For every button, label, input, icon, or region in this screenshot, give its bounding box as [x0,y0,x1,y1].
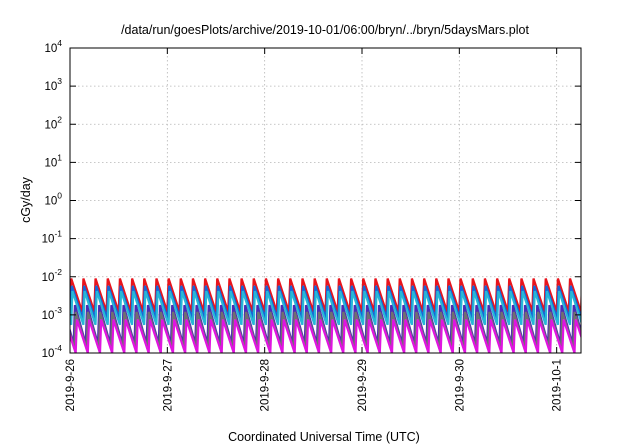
x-tick-label: 2019-9-29 [357,359,369,411]
y-axis: 104 103 102 101 100 10-1 10-2 10-3 10-4 [42,38,581,360]
data-series [70,278,581,353]
y-tick-label: 104 [44,38,62,55]
x-tick-label: 2019-9-28 [260,359,272,411]
x-tick-label: 2019-9-30 [454,359,466,411]
y-axis-label: cGy/day [19,176,33,223]
y-tick-label: 10-2 [42,267,63,284]
chart-title: /data/run/goesPlots/archive/2019-10-01/0… [121,23,529,37]
x-axis: 2019-9-26 2019-9-27 2019-9-28 2019-9-29 2019… [65,48,564,411]
series-line [70,319,581,353]
y-tick-label: 103 [44,76,62,93]
y-tick-label: 10-3 [42,305,63,322]
x-tick-label: 2019-9-27 [162,359,174,411]
y-tick-label: 102 [44,114,62,131]
x-tick-label: 2019-10-1 [552,359,564,411]
series-line [70,290,581,326]
x-axis-label: Coordinated Universal Time (UTC) [228,430,420,444]
y-tick-label: 101 [44,152,62,169]
y-tick-label: 10-4 [42,343,63,360]
y-tick-label: 10-1 [42,229,63,246]
y-tick-label: 100 [44,191,62,208]
x-tick-label: 2019-9-26 [65,359,77,411]
